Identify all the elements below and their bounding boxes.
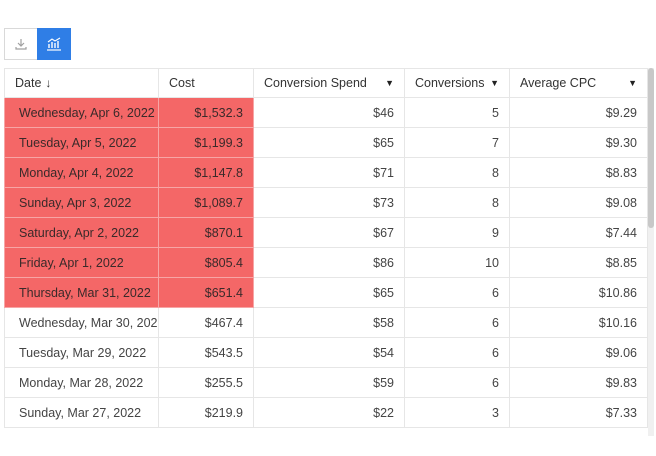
table-row[interactable]: Thursday, Mar 31, 2022 $651.4 $65 6 $10.86 bbox=[4, 277, 648, 308]
cell-cost: $543.5 bbox=[158, 337, 254, 368]
cell-cost: $467.4 bbox=[158, 307, 254, 338]
sort-desc-icon[interactable]: ↓ bbox=[45, 76, 52, 90]
table-row[interactable]: Monday, Apr 4, 2022 $1,147.8 $71 8 $8.83 bbox=[4, 157, 648, 188]
cell-conversions: 9 bbox=[404, 217, 510, 248]
column-header-cost[interactable]: Cost bbox=[158, 68, 254, 98]
column-header-label: Average CPC bbox=[520, 76, 597, 90]
cell-cpc: $7.44 bbox=[509, 217, 648, 248]
cell-date: Tuesday, Mar 29, 2022 bbox=[4, 337, 159, 368]
table-row[interactable]: Saturday, Apr 2, 2022 $870.1 $67 9 $7.44 bbox=[4, 217, 648, 248]
cell-conversions: 8 bbox=[404, 187, 510, 218]
cell-conversions: 6 bbox=[404, 307, 510, 338]
dropdown-caret-icon[interactable]: ▼ bbox=[628, 78, 637, 88]
column-header-conversions[interactable]: Conversions ▼ bbox=[404, 68, 510, 98]
table-row[interactable]: Wednesday, Apr 6, 2022 $1,532.3 $46 5 $9.29 bbox=[4, 97, 648, 128]
cell-spend: $67 bbox=[253, 217, 405, 248]
cell-cost: $1,147.8 bbox=[158, 157, 254, 188]
column-header-date[interactable]: Date ↓ bbox=[4, 68, 159, 98]
cell-conversions: 8 bbox=[404, 157, 510, 188]
cell-cost: $870.1 bbox=[158, 217, 254, 248]
cell-spend: $71 bbox=[253, 157, 405, 188]
cell-spend: $73 bbox=[253, 187, 405, 218]
cell-date: Sunday, Apr 3, 2022 bbox=[4, 187, 159, 218]
cell-spend: $65 bbox=[253, 277, 405, 308]
vertical-scrollbar[interactable] bbox=[648, 68, 654, 436]
cell-date: Wednesday, Mar 30, 2022 bbox=[4, 307, 159, 338]
cell-conversions: 5 bbox=[404, 97, 510, 128]
cell-cost: $219.9 bbox=[158, 397, 254, 428]
column-header-label: Conversions bbox=[415, 76, 485, 90]
table-row[interactable]: Friday, Apr 1, 2022 $805.4 $86 10 $8.85 bbox=[4, 247, 648, 278]
dropdown-caret-icon[interactable]: ▼ bbox=[385, 78, 394, 88]
download-icon bbox=[15, 39, 27, 50]
cell-cpc: $9.30 bbox=[509, 127, 648, 158]
cell-spend: $22 bbox=[253, 397, 405, 428]
header-row: Date ↓ Cost Conversion Spend ▼ Conversions… bbox=[4, 68, 648, 98]
cell-cpc: $9.83 bbox=[509, 367, 648, 398]
table-body: Wednesday, Apr 6, 2022 $1,532.3 $46 5 $9.29 T… bbox=[4, 97, 648, 428]
cell-date: Friday, Apr 1, 2022 bbox=[4, 247, 159, 278]
cell-spend: $59 bbox=[253, 367, 405, 398]
chart-view-button[interactable] bbox=[37, 28, 71, 60]
cell-date: Monday, Apr 4, 2022 bbox=[4, 157, 159, 188]
bar-chart-icon bbox=[47, 37, 61, 51]
download-button[interactable] bbox=[4, 28, 38, 60]
table-row[interactable]: Tuesday, Mar 29, 2022 $543.5 $54 6 $9.06 bbox=[4, 337, 648, 368]
cell-spend: $58 bbox=[253, 307, 405, 338]
cell-cpc: $10.16 bbox=[509, 307, 648, 338]
table-row[interactable]: Wednesday, Mar 30, 2022 $467.4 $58 6 $10.16 bbox=[4, 307, 648, 338]
cell-date: Wednesday, Apr 6, 2022 bbox=[4, 97, 159, 128]
cell-date: Tuesday, Apr 5, 2022 bbox=[4, 127, 159, 158]
cell-cost: $1,199.3 bbox=[158, 127, 254, 158]
cell-date: Sunday, Mar 27, 2022 bbox=[4, 397, 159, 428]
cell-cost: $255.5 bbox=[158, 367, 254, 398]
cell-spend: $54 bbox=[253, 337, 405, 368]
cell-date: Thursday, Mar 31, 2022 bbox=[4, 277, 159, 308]
cell-cost: $651.4 bbox=[158, 277, 254, 308]
cell-conversions: 6 bbox=[404, 367, 510, 398]
cell-cpc: $9.29 bbox=[509, 97, 648, 128]
column-header-conversion-spend[interactable]: Conversion Spend ▼ bbox=[253, 68, 405, 98]
cell-cpc: $9.06 bbox=[509, 337, 648, 368]
table-row[interactable]: Sunday, Apr 3, 2022 $1,089.7 $73 8 $9.08 bbox=[4, 187, 648, 218]
column-header-label: Date bbox=[15, 76, 42, 90]
cell-cpc: $9.08 bbox=[509, 187, 648, 218]
column-header-label: Conversion Spend bbox=[264, 76, 367, 90]
table-row[interactable]: Sunday, Mar 27, 2022 $219.9 $22 3 $7.33 bbox=[4, 397, 648, 428]
cell-conversions: 10 bbox=[404, 247, 510, 278]
cell-spend: $65 bbox=[253, 127, 405, 158]
toolbar bbox=[4, 28, 71, 60]
dropdown-caret-icon[interactable]: ▼ bbox=[490, 78, 499, 88]
table-row[interactable]: Monday, Mar 28, 2022 $255.5 $59 6 $9.83 bbox=[4, 367, 648, 398]
cell-conversions: 7 bbox=[404, 127, 510, 158]
cell-conversions: 6 bbox=[404, 337, 510, 368]
cell-cost: $1,532.3 bbox=[158, 97, 254, 128]
cell-cost: $1,089.7 bbox=[158, 187, 254, 218]
cell-date: Saturday, Apr 2, 2022 bbox=[4, 217, 159, 248]
cell-conversions: 3 bbox=[404, 397, 510, 428]
cell-cpc: $7.33 bbox=[509, 397, 648, 428]
cell-cpc: $8.83 bbox=[509, 157, 648, 188]
scrollbar-thumb[interactable] bbox=[648, 68, 654, 228]
cell-spend: $86 bbox=[253, 247, 405, 278]
cell-cost: $805.4 bbox=[158, 247, 254, 278]
data-grid: Date ↓ Cost Conversion Spend ▼ Conversions… bbox=[4, 68, 648, 436]
cell-conversions: 6 bbox=[404, 277, 510, 308]
cell-spend: $46 bbox=[253, 97, 405, 128]
cell-date: Monday, Mar 28, 2022 bbox=[4, 367, 159, 398]
report-table: Date ↓ Cost Conversion Spend ▼ Conversions… bbox=[4, 68, 648, 428]
cell-cpc: $10.86 bbox=[509, 277, 648, 308]
table-row[interactable]: Tuesday, Apr 5, 2022 $1,199.3 $65 7 $9.30 bbox=[4, 127, 648, 158]
column-header-label: Cost bbox=[169, 76, 195, 90]
column-header-average-cpc[interactable]: Average CPC ▼ bbox=[509, 68, 648, 98]
cell-cpc: $8.85 bbox=[509, 247, 648, 278]
